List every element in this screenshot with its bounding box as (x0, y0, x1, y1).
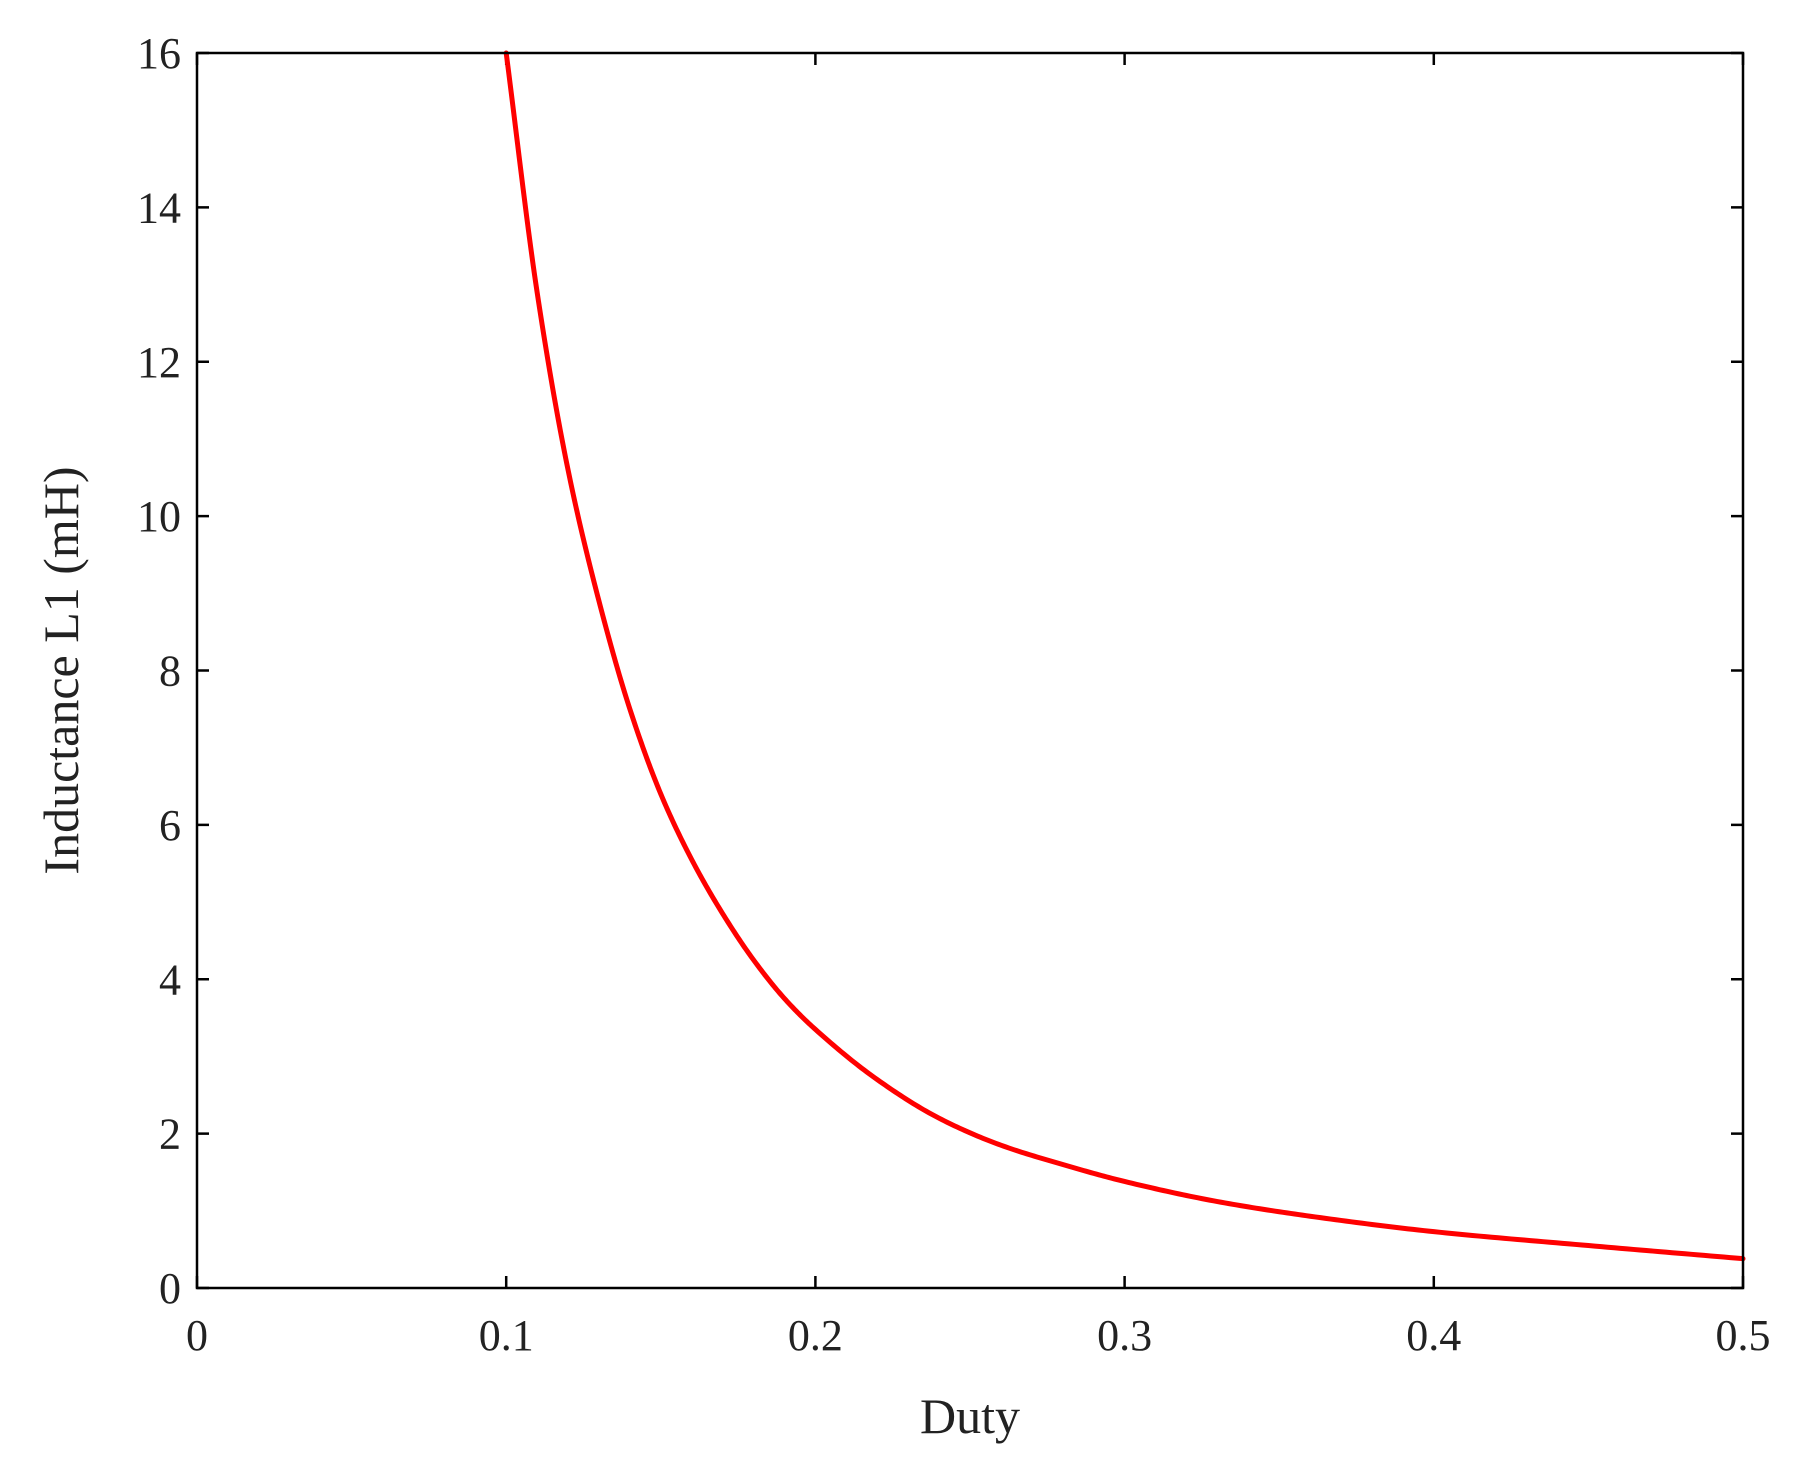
axis-ticks (195, 51, 1745, 1290)
series-line (503, 50, 1746, 1262)
x-tick-label: 0.2 (788, 1311, 843, 1360)
x-tick-label: 0.4 (1406, 1311, 1461, 1360)
y-tick-label: 0 (159, 1264, 181, 1313)
y-tick-label: 16 (137, 29, 181, 78)
x-axis-label: Duty (920, 1388, 1020, 1444)
y-tick-label: 8 (159, 647, 181, 696)
tick-labels: 0 0.1 0.2 0.3 0.4 0.5 0 2 4 6 8 10 12 14 16 (137, 29, 1771, 1360)
plot-frame (195, 51, 1745, 1290)
y-tick-label: 12 (137, 338, 181, 387)
y-tick-label: 2 (159, 1110, 181, 1159)
y-axis-label: Inductance L1 (mH) (33, 466, 89, 874)
y-tick-label: 6 (159, 801, 181, 850)
series-lines (503, 50, 1746, 1262)
y-tick-label: 14 (137, 183, 181, 232)
x-tick-label: 0.1 (479, 1311, 534, 1360)
x-tick-label: 0 (186, 1311, 208, 1360)
y-tick-label: 10 (137, 492, 181, 541)
x-tick-label: 0.5 (1716, 1311, 1771, 1360)
y-tick-label: 4 (159, 955, 181, 1004)
x-tick-label: 0.3 (1097, 1311, 1152, 1360)
